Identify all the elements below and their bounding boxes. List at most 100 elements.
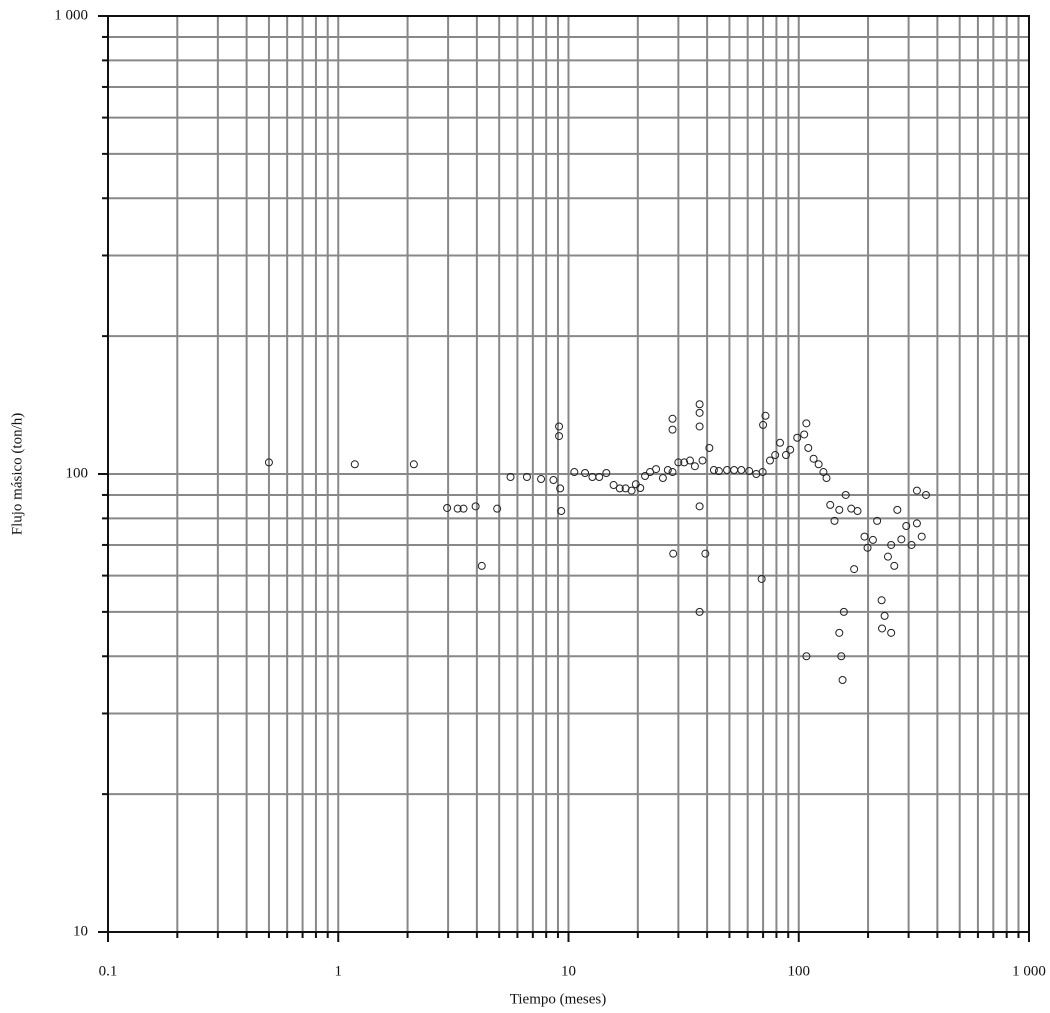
point <box>863 543 872 552</box>
point <box>609 481 618 490</box>
point <box>652 465 661 474</box>
point <box>835 505 844 514</box>
point <box>873 516 882 525</box>
point <box>897 535 906 544</box>
point <box>761 411 770 420</box>
point <box>668 414 677 423</box>
point <box>759 420 768 429</box>
point <box>443 503 452 512</box>
point <box>880 611 889 620</box>
point <box>453 504 462 513</box>
point <box>459 504 468 513</box>
point <box>557 507 566 516</box>
point <box>838 675 847 684</box>
point <box>786 445 795 454</box>
point <box>830 516 839 525</box>
point <box>745 467 754 476</box>
point <box>912 486 921 495</box>
point <box>627 486 636 495</box>
point <box>890 561 899 570</box>
point <box>730 466 739 475</box>
point <box>477 561 486 570</box>
x-tick-label: 1 <box>335 963 343 979</box>
point <box>685 456 694 465</box>
point <box>917 532 926 541</box>
point <box>809 454 818 463</box>
point <box>549 476 558 485</box>
point <box>663 466 672 475</box>
point <box>737 466 746 475</box>
point <box>793 433 802 442</box>
x-tick-label: 100 <box>788 963 811 979</box>
point <box>802 652 811 661</box>
point <box>636 484 645 493</box>
point <box>822 474 831 483</box>
point <box>800 430 809 439</box>
y-tick-label: 100 <box>66 465 89 481</box>
point <box>877 596 886 605</box>
point <box>698 456 707 465</box>
point <box>537 475 546 484</box>
point <box>701 549 710 558</box>
point <box>493 504 502 513</box>
point <box>264 458 273 467</box>
point <box>912 519 921 528</box>
point <box>853 507 862 516</box>
point <box>893 505 902 514</box>
point <box>758 468 767 477</box>
point <box>887 628 896 637</box>
point <box>555 432 564 441</box>
point <box>680 458 689 467</box>
point <box>695 502 704 511</box>
point <box>883 552 892 561</box>
point <box>841 490 850 499</box>
x-axis-label: Tiempo (meses) <box>510 991 607 1007</box>
point <box>555 422 564 431</box>
point <box>641 471 650 480</box>
points <box>264 400 931 684</box>
point <box>695 422 704 431</box>
point <box>907 540 916 549</box>
point <box>409 460 418 469</box>
point <box>471 502 480 511</box>
point <box>781 451 790 460</box>
point <box>878 624 887 633</box>
point <box>705 443 714 452</box>
point <box>709 466 718 475</box>
point <box>581 469 590 478</box>
point <box>658 474 667 483</box>
x-tick-label: 10 <box>561 963 576 979</box>
grid <box>107 15 1030 933</box>
point <box>350 460 359 469</box>
point <box>802 419 811 428</box>
point <box>595 473 604 482</box>
point <box>506 473 515 482</box>
point <box>556 484 565 493</box>
point <box>765 456 774 465</box>
point <box>695 607 704 616</box>
y-tick-label: 1 000 <box>54 7 88 23</box>
point <box>570 468 579 477</box>
point <box>522 473 531 482</box>
point <box>835 628 844 637</box>
point <box>814 460 823 469</box>
point <box>695 408 704 417</box>
x-tick-label: 1 000 <box>1012 963 1046 979</box>
point <box>602 469 611 478</box>
y-tick-label: 10 <box>73 923 88 939</box>
point <box>775 438 784 447</box>
point <box>887 540 896 549</box>
point <box>771 451 780 460</box>
point <box>902 521 911 530</box>
point <box>850 565 859 574</box>
point <box>922 490 931 499</box>
point <box>615 484 624 493</box>
point <box>690 462 699 471</box>
point <box>714 467 723 476</box>
y-axis-label: Flujo másico (ton/h) <box>9 413 25 536</box>
point <box>695 400 704 409</box>
point <box>868 535 877 544</box>
point <box>668 468 677 477</box>
point <box>669 549 678 558</box>
